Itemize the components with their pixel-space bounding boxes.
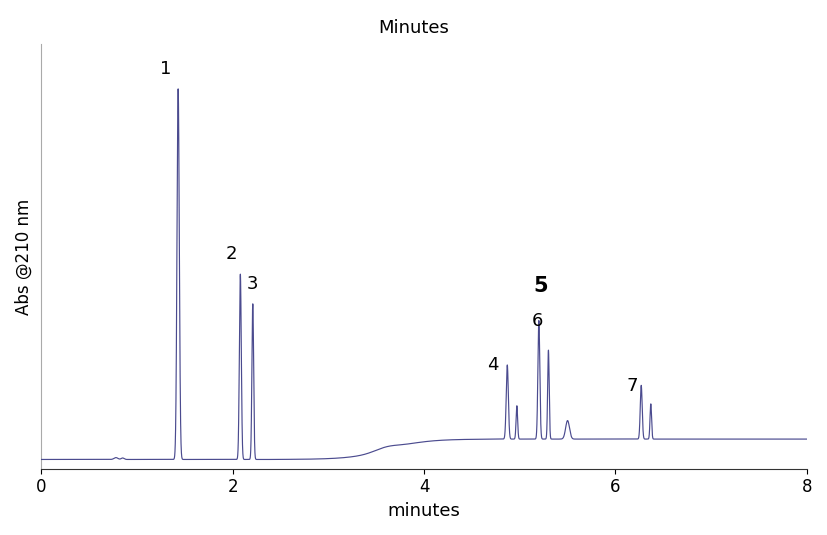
Text: 5: 5: [533, 277, 548, 296]
Text: 2: 2: [226, 245, 237, 263]
Text: 4: 4: [487, 356, 499, 374]
X-axis label: minutes: minutes: [388, 502, 461, 520]
Y-axis label: Abs @210 nm: Abs @210 nm: [15, 198, 33, 315]
Text: 6: 6: [531, 312, 543, 330]
Text: 3: 3: [247, 274, 259, 293]
Text: 7: 7: [627, 377, 638, 395]
Text: Minutes: Minutes: [378, 19, 449, 37]
Text: 1: 1: [160, 60, 171, 78]
